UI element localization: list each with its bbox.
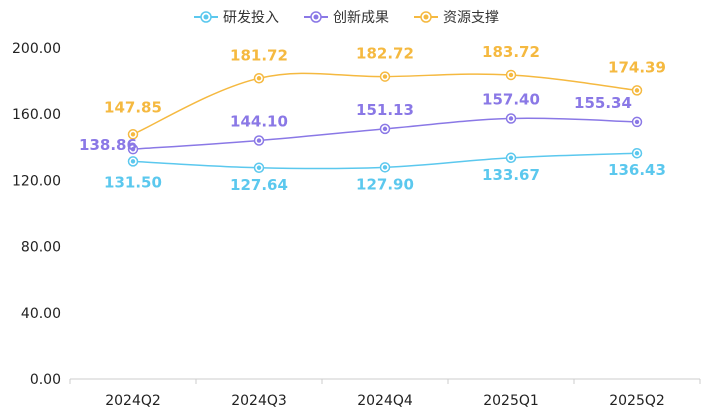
y-tick-label: 200.00 [12,41,61,57]
x-tick-label: 2025Q2 [609,393,665,409]
y-tick-label: 120.00 [12,173,61,189]
data-point-core [382,126,388,132]
data-label: 151.13 [356,101,414,119]
data-label: 147.85 [104,98,162,116]
x-tick-label: 2024Q3 [231,393,287,409]
legend-label: 创新成果 [333,10,389,26]
data-label: 144.10 [230,113,288,131]
legend-item[interactable]: 资源支撑 [414,10,499,26]
series-points [127,69,643,174]
data-point-core [256,138,262,143]
data-label: 155.34 [574,94,632,112]
data-label: 127.64 [230,176,288,194]
x-axis: 2024Q2 2024Q3 2024Q4 2025Q1 2025Q2 [69,378,701,409]
data-label: 181.72 [230,46,288,64]
legend-label: 资源支撑 [443,10,499,26]
data-label: 138.86 [79,136,137,154]
x-tick-label: 2025Q1 [483,393,539,409]
data-point-core [130,146,136,152]
data-label: 127.90 [356,175,414,193]
data-point-core [634,119,640,125]
data-point-core [256,165,262,170]
x-tick-label: 2024Q2 [105,393,161,409]
data-label: 182.72 [356,45,414,63]
legend-item[interactable]: 创新成果 [304,10,389,26]
legend-item[interactable]: 研发投入 [194,10,279,26]
data-point-core [634,88,640,93]
data-point-core [130,132,136,137]
data-point-core [508,72,514,78]
data-point-core [508,116,514,121]
legend[interactable]: 研发投入 创新成果 资源支撑 [194,10,499,26]
series-lines [132,72,638,170]
y-tick-label: 40.00 [21,306,61,322]
data-point-core [634,151,640,156]
x-tick-label: 2024Q4 [357,393,413,409]
data-label: 174.39 [608,58,666,76]
y-tick-label: 80.00 [21,240,61,256]
data-label: 183.72 [482,43,540,61]
legend-marker-dot [203,14,209,20]
data-point-core [256,76,262,81]
data-point-core [508,155,514,160]
legend-marker-dot [423,14,429,20]
data-point-core [382,165,388,170]
legend-marker-dot [313,14,319,20]
data-label: 133.67 [482,166,540,184]
data-labels: 131.50 127.64 127.90 133.67 136.43 138.86 144.… [79,43,666,194]
legend-label: 研发投入 [223,10,279,26]
y-axis: 0.00 40.00 80.00 120.00 160.00 200.00 [12,41,61,388]
data-label: 136.43 [608,161,666,179]
y-tick-label: 0.00 [30,372,61,388]
data-label: 157.40 [482,91,540,109]
data-label: 131.50 [104,173,162,191]
data-point-core [130,159,136,164]
data-point-core [382,74,388,79]
y-tick-label: 160.00 [12,107,61,123]
